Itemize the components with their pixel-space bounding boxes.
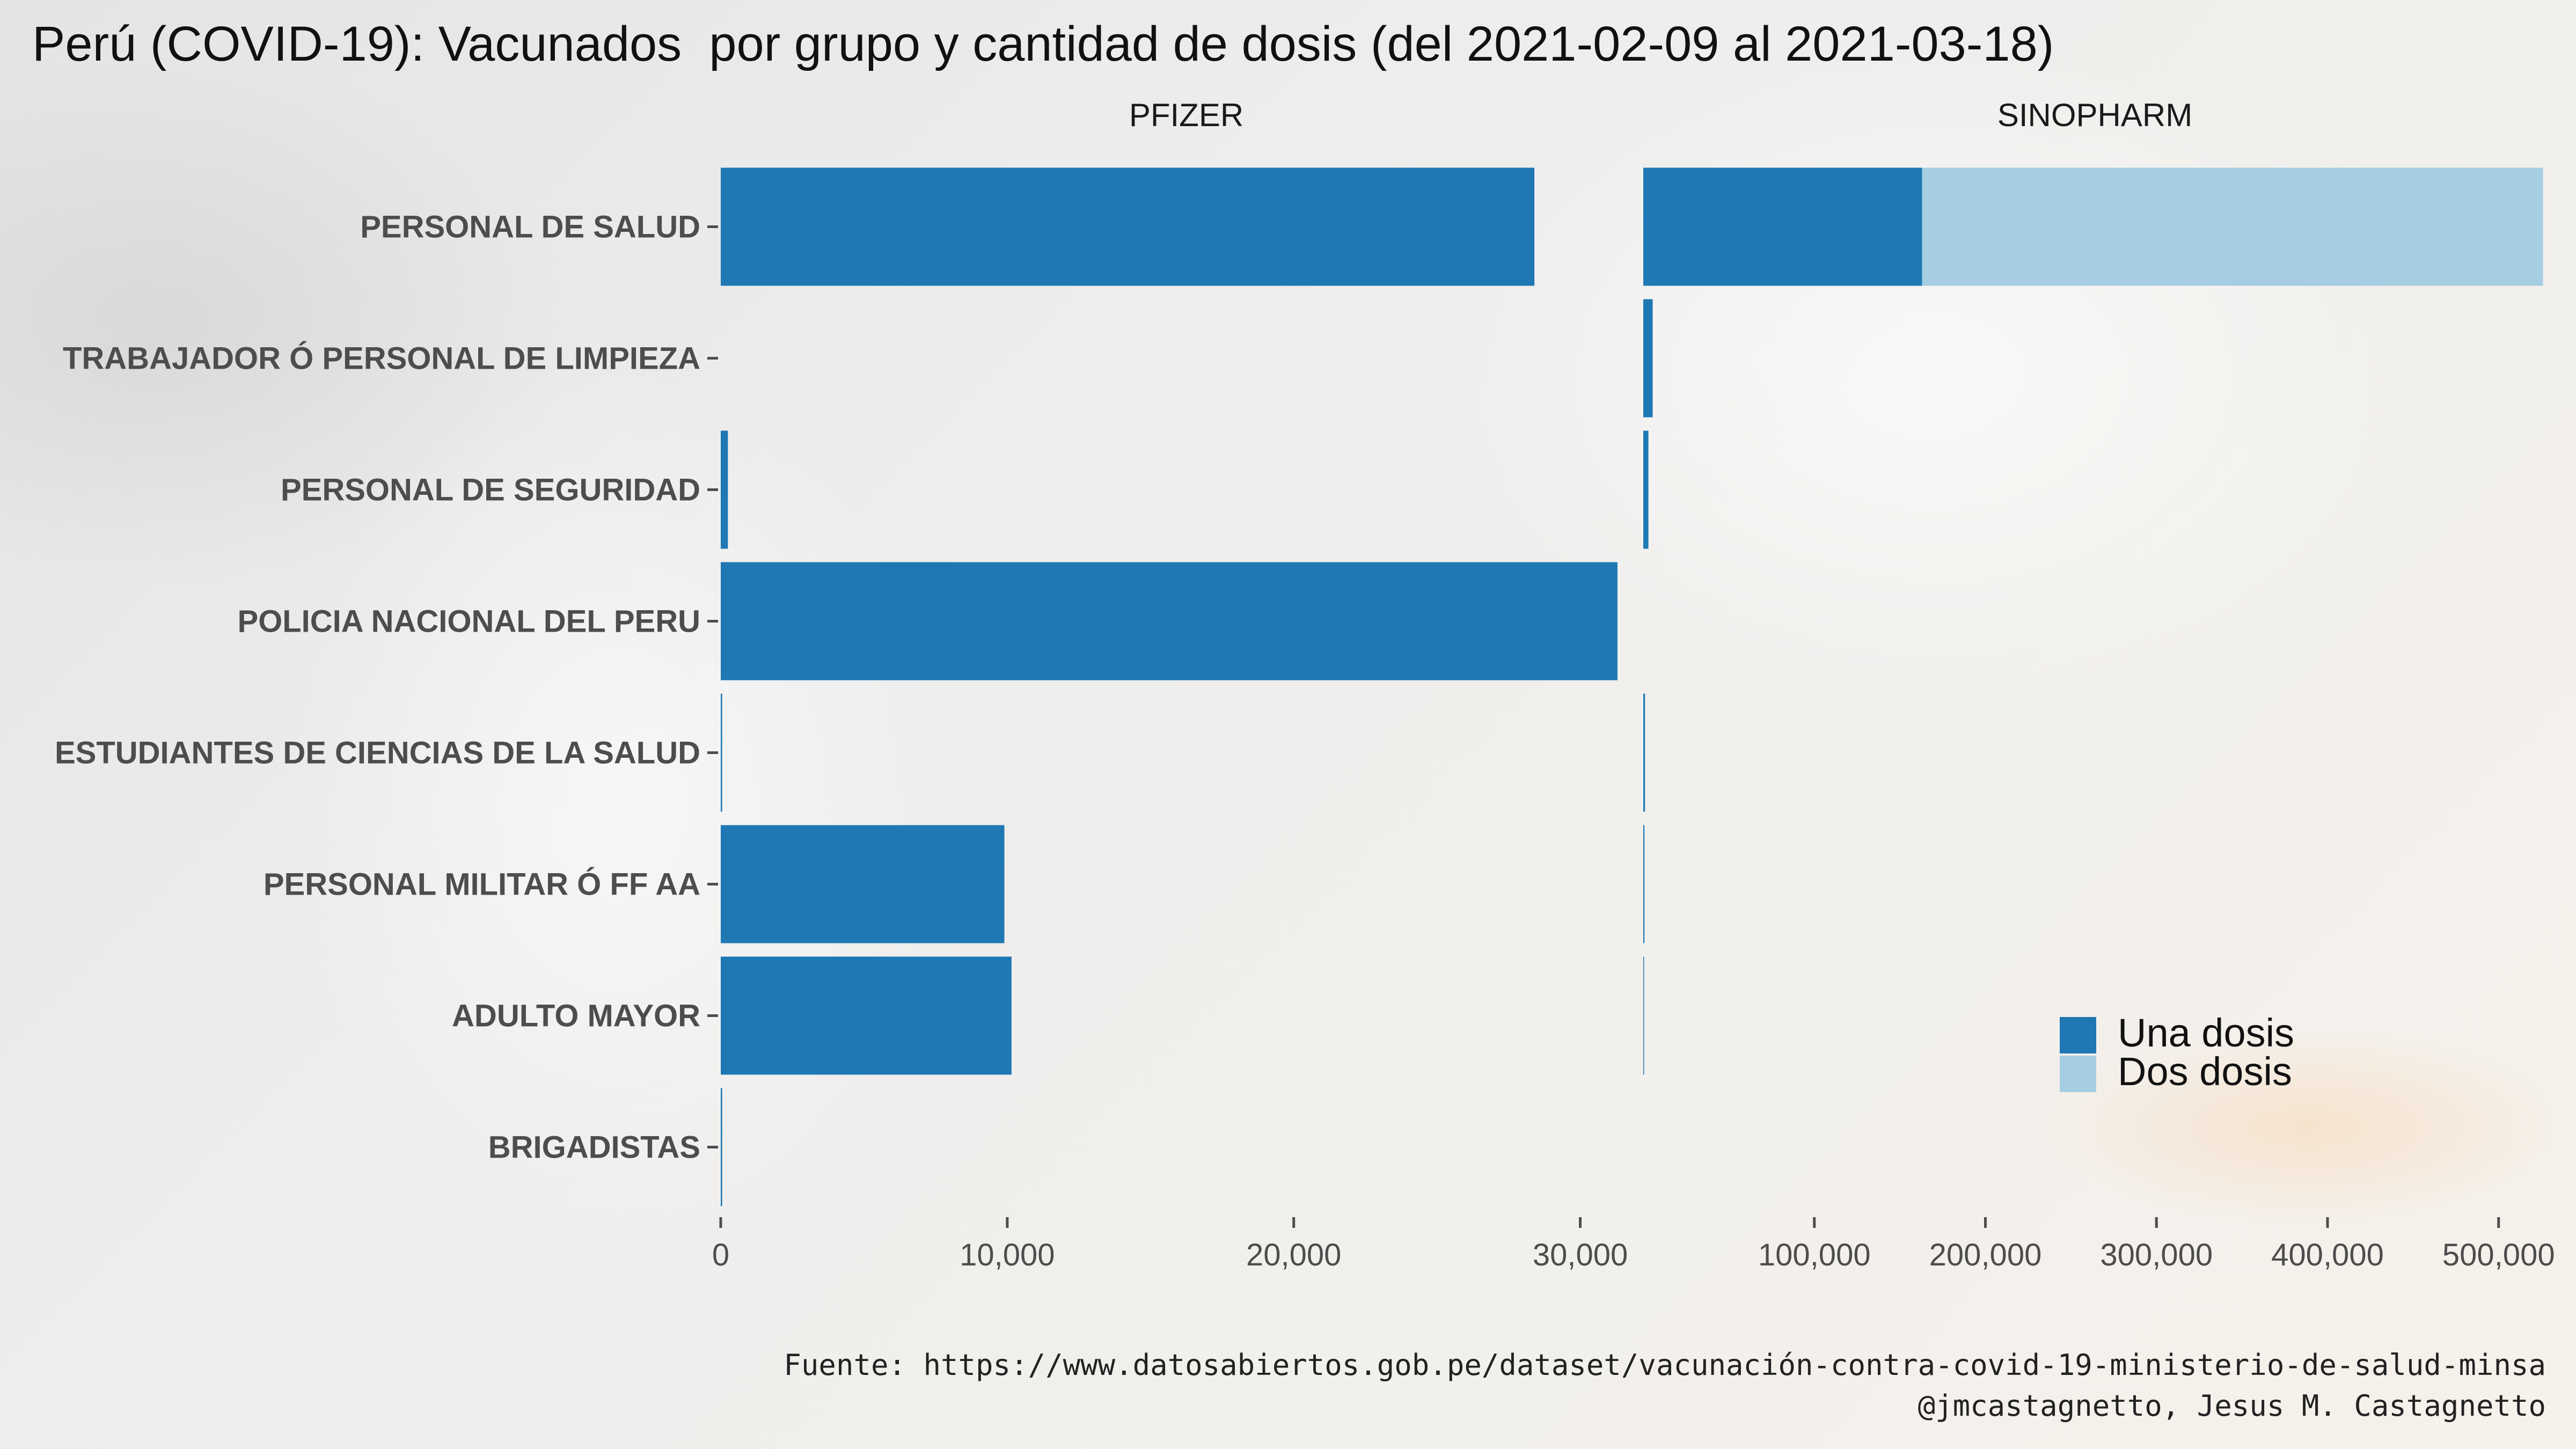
facets: PFIZER 0 10,000 20,000 30,000 SINOPHARM 100,00…	[712, 97, 2555, 1272]
x-tick-label: 400,000	[2271, 1238, 2384, 1272]
bar-pfizer-personal-de-seguridad-una-dosis	[721, 430, 728, 549]
y-tick-label-estudiantes-de-ciencias-de-la-salud: ESTUDIANTES DE CIENCIAS DE LA SALUD	[55, 736, 700, 771]
legend-item-una-dosis: Una dosis	[2060, 1011, 2294, 1055]
facet-pfizer: PFIZER 0 10,000 20,000 30,000	[712, 97, 1628, 1272]
legend-item-dos-dosis: Dos dosis	[2060, 1049, 2292, 1094]
bar-pfizer-personal-de-salud-una-dosis	[721, 167, 1535, 286]
x-tick-label: 200,000	[1929, 1238, 2042, 1272]
chart-title: Perú (COVID-19): Vacunados por grupo y c…	[32, 17, 2054, 71]
bar-pfizer-adulto-mayor-una-dosis	[721, 956, 1012, 1075]
source-caption: Fuente: https://www.datosabiertos.gob.pe…	[784, 1348, 2546, 1382]
facet-strip-label: SINOPHARM	[1997, 97, 2192, 133]
x-tick-label: 0	[712, 1238, 729, 1272]
x-tick-label: 30,000	[1533, 1238, 1628, 1272]
x-tick-label: 10,000	[960, 1238, 1055, 1272]
bar-sinopharm-estudiantes-de-ciencias-de-la-salud-una-dosis	[1643, 693, 1645, 812]
legend-label: Dos dosis	[2118, 1049, 2292, 1094]
legend-label: Una dosis	[2118, 1011, 2294, 1055]
bar-sinopharm-personal-militar-o-ff-aa-una-dosis	[1643, 825, 1645, 943]
x-tick-label: 300,000	[2100, 1238, 2213, 1272]
facet-sinopharm: SINOPHARM 100,000 200,000 300,000 400,000 500…	[1643, 97, 2555, 1272]
bar-sinopharm-trabajador-o-personal-de-limpieza-una-dosis	[1643, 299, 1653, 418]
x-tick-label: 500,000	[2442, 1238, 2555, 1272]
bar-pfizer-estudiantes-de-ciencias-de-la-salud-una-dosis	[721, 693, 722, 812]
legend-swatch	[2060, 1056, 2096, 1092]
bar-pfizer-policia-nacional-del-peru-una-dosis	[721, 562, 1618, 680]
facet-strip-label: PFIZER	[1129, 97, 1243, 133]
y-tick-label-policia-nacional-del-peru: POLICIA NACIONAL DEL PERU	[237, 604, 700, 639]
y-tick-label-trabajador-o-personal-de-limpieza: TRABAJADOR Ó PERSONAL DE LIMPIEZA	[63, 341, 700, 376]
bar-sinopharm-personal-de-salud-dos-dosis	[1922, 167, 2543, 286]
y-tick-label-personal-militar-o-ff-aa: PERSONAL MILITAR Ó FF AA	[264, 867, 700, 902]
bar-sinopharm-adulto-mayor-una-dosis	[1643, 956, 1644, 1075]
y-tick-label-adulto-mayor: ADULTO MAYOR	[452, 999, 700, 1034]
legend-swatch	[2060, 1017, 2096, 1053]
bar-pfizer-personal-militar-o-ff-aa-una-dosis	[721, 825, 1005, 943]
y-tick-label-brigadistas: BRIGADISTAS	[488, 1130, 700, 1165]
author-caption: @jmcastagnetto, Jesus M. Castagnetto	[1918, 1389, 2546, 1423]
y-tick-label-personal-de-seguridad: PERSONAL DE SEGURIDAD	[281, 473, 700, 508]
y-axis: PERSONAL DE SALUD TRABAJADOR Ó PERSONAL D…	[55, 210, 718, 1165]
bar-sinopharm-personal-de-seguridad-una-dosis	[1643, 430, 1649, 549]
x-tick-label: 100,000	[1758, 1238, 1871, 1272]
x-tick-label: 20,000	[1246, 1238, 1341, 1272]
bar-sinopharm-personal-de-salud-una-dosis	[1643, 167, 1922, 286]
bar-pfizer-brigadistas-una-dosis	[721, 1088, 722, 1206]
y-tick-label-personal-de-salud: PERSONAL DE SALUD	[360, 210, 700, 245]
